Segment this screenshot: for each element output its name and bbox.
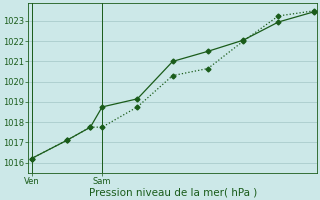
- X-axis label: Pression niveau de la mer( hPa ): Pression niveau de la mer( hPa ): [89, 187, 257, 197]
